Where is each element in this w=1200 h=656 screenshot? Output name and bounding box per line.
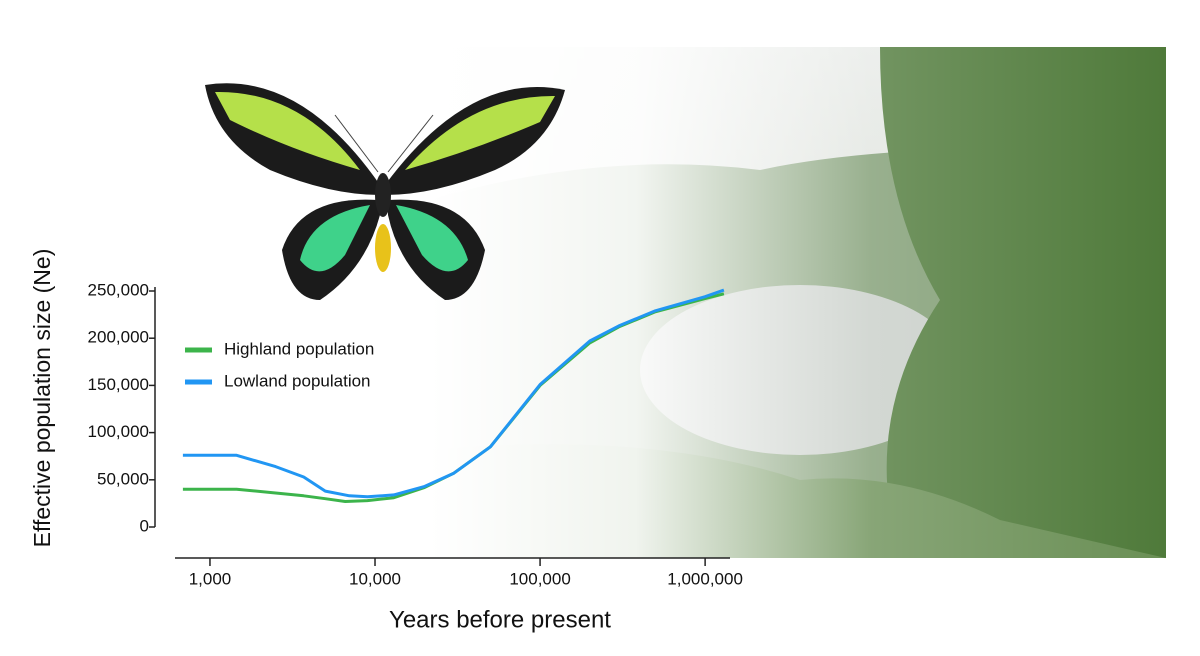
y-tick-label: 100,000 [88, 422, 149, 441]
background-photo [430, 47, 1166, 558]
legend-label: Lowland population [224, 371, 371, 390]
x-axis-title: Years before present [389, 606, 611, 633]
x-tick-label: 100,000 [509, 569, 570, 588]
line-series [182, 288, 725, 499]
y-tick-label: 50,000 [97, 469, 149, 488]
y-tick-label: 0 [140, 516, 149, 535]
y-tick-label: 200,000 [88, 328, 149, 347]
x-tick-label: 10,000 [349, 569, 401, 588]
y-tick-label: 150,000 [88, 375, 149, 394]
y-tick-label: 250,000 [88, 280, 149, 299]
y-axis-title: Effective population size (Ne) [29, 249, 55, 548]
x-tick-label: 1,000 [189, 569, 232, 588]
x-tick-label: 1,000,000 [667, 569, 743, 588]
legend-label: Highland population [224, 339, 374, 358]
butterfly [205, 83, 565, 300]
